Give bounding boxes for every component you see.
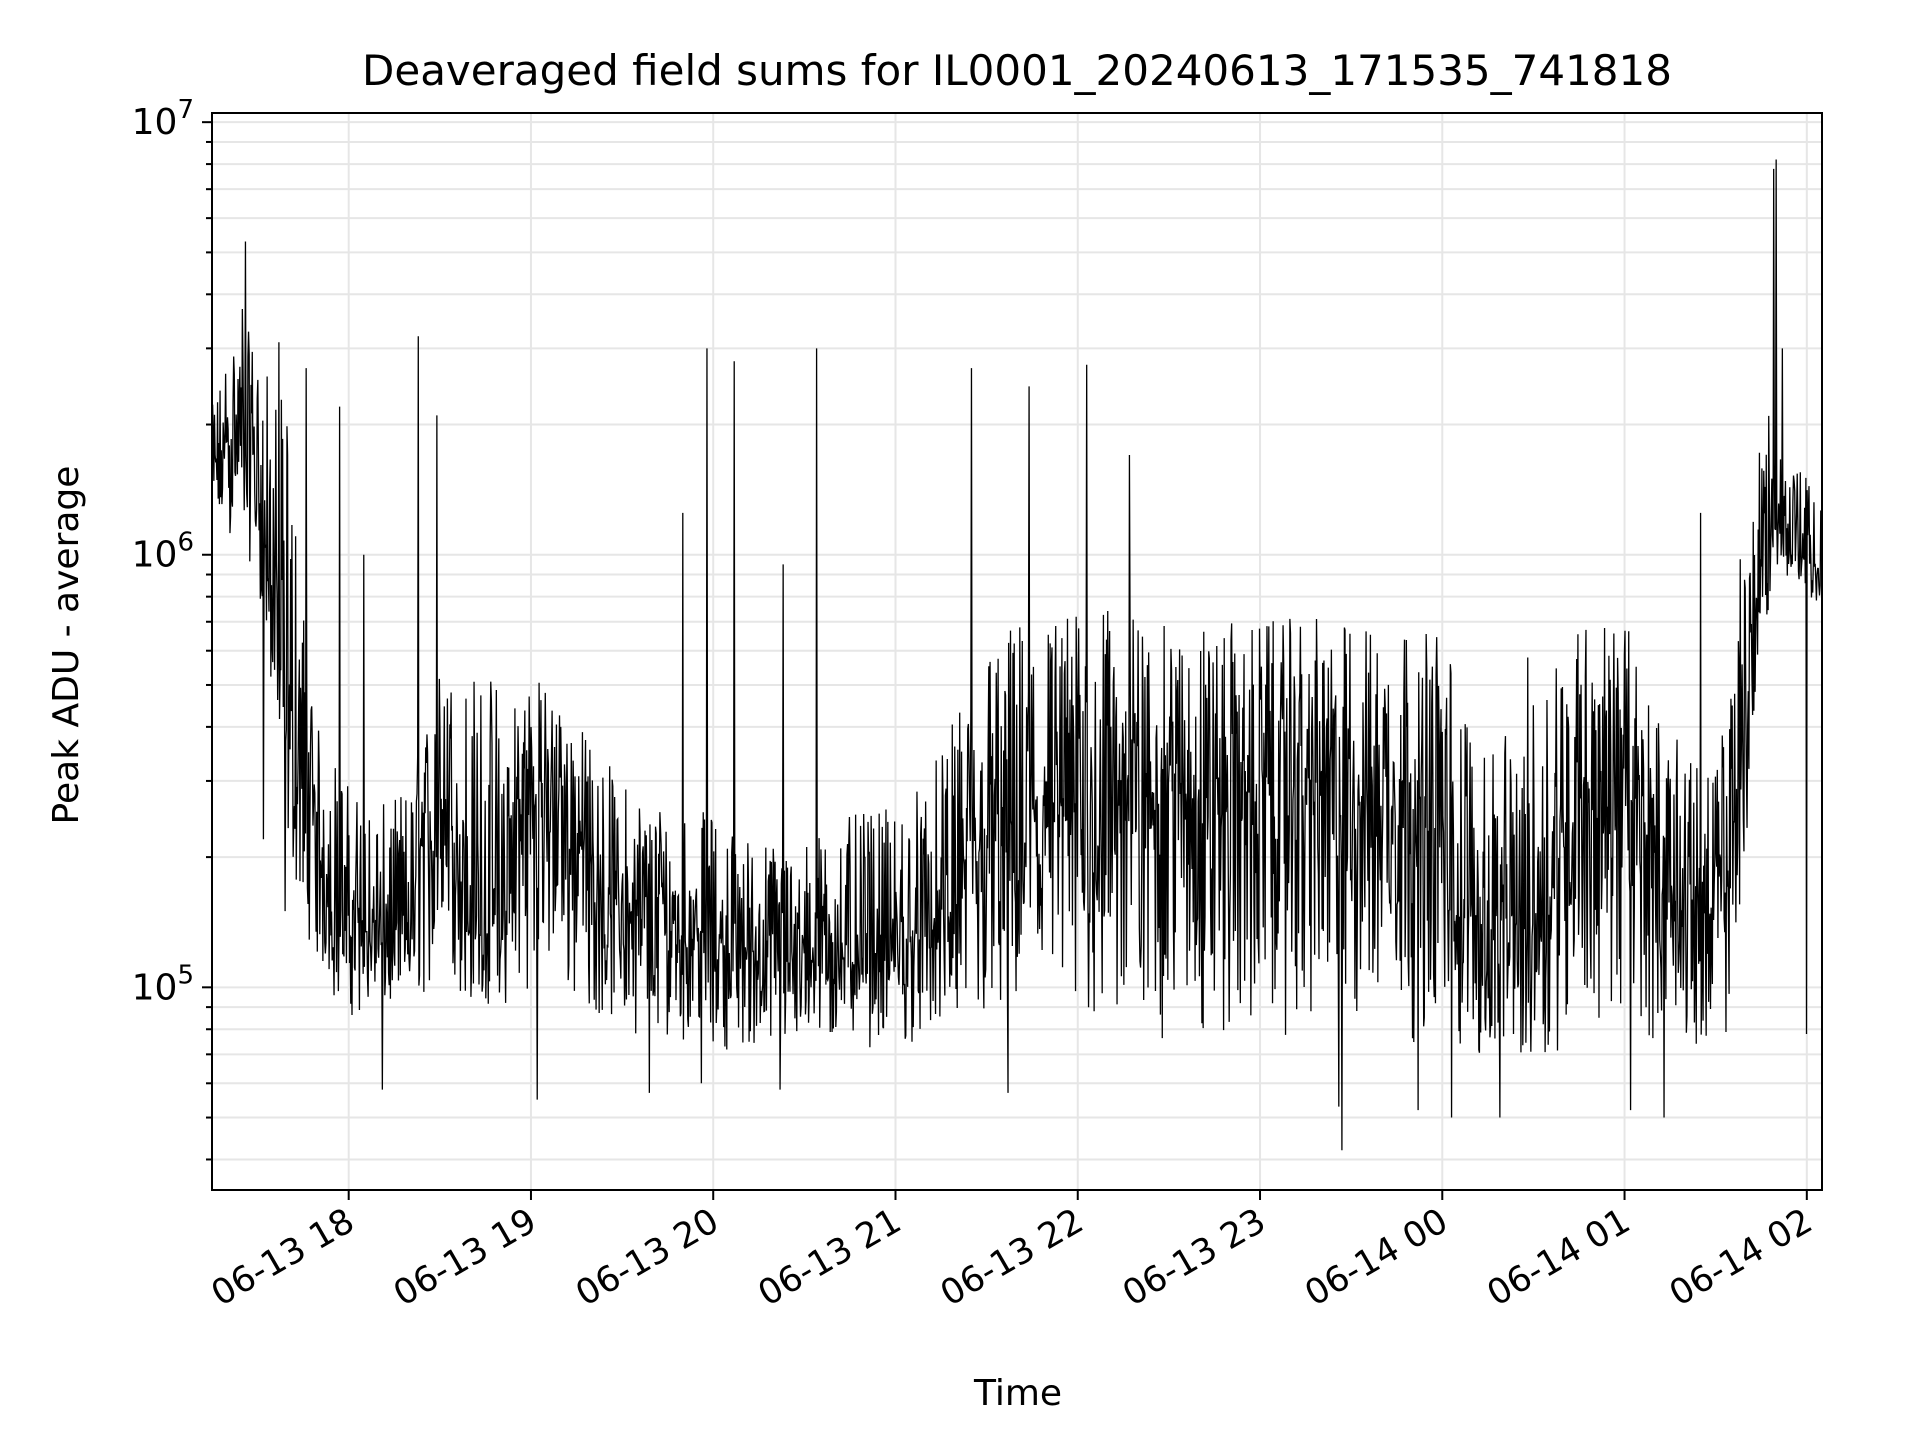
series-line <box>211 159 1823 1151</box>
y-tick-label: 107 <box>132 95 194 143</box>
chart-title: Deaveraged field sums for IL0001_2024061… <box>362 46 1672 95</box>
y-axis-label: Peak ADU - average <box>46 466 87 825</box>
y-tick-label: 106 <box>132 528 194 576</box>
y-tick-label: 105 <box>132 960 194 1008</box>
series-path <box>211 159 1823 1151</box>
x-axis-label: Time <box>973 1373 1062 1414</box>
